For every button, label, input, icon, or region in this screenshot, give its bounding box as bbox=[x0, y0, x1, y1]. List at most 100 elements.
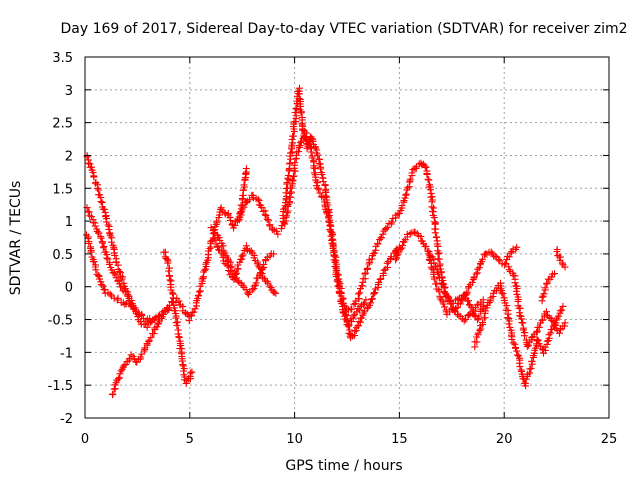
data-point bbox=[404, 184, 412, 192]
data-point bbox=[479, 296, 487, 304]
data-point bbox=[295, 95, 303, 103]
data-point bbox=[369, 295, 376, 303]
data-point bbox=[307, 148, 315, 156]
data-point bbox=[368, 255, 376, 263]
data-point bbox=[113, 296, 121, 304]
data-point bbox=[219, 253, 227, 261]
data-point bbox=[474, 265, 482, 273]
data-point bbox=[474, 316, 482, 324]
data-point bbox=[520, 332, 528, 340]
data-point bbox=[165, 267, 173, 275]
series-track-1 bbox=[83, 152, 158, 331]
data-point bbox=[511, 279, 519, 287]
data-point bbox=[266, 282, 274, 290]
data-point bbox=[505, 253, 513, 261]
data-point bbox=[334, 271, 342, 279]
data-point bbox=[239, 251, 247, 259]
data-point bbox=[292, 112, 300, 120]
data-point bbox=[440, 288, 448, 296]
data-point bbox=[89, 168, 97, 176]
y-tick-label: -1 bbox=[60, 346, 73, 361]
data-point bbox=[367, 299, 374, 307]
data-point bbox=[263, 215, 271, 223]
axis-ticks bbox=[84, 56, 610, 419]
x-tick-label: 10 bbox=[286, 432, 303, 447]
data-point bbox=[388, 218, 396, 226]
data-point bbox=[118, 283, 126, 291]
series-track-6 bbox=[155, 191, 282, 325]
data-point bbox=[295, 148, 303, 155]
data-point bbox=[315, 185, 323, 193]
data-point bbox=[456, 300, 464, 308]
data-point bbox=[90, 173, 98, 181]
data-point bbox=[513, 243, 521, 251]
data-point bbox=[463, 288, 471, 296]
data-point bbox=[289, 132, 297, 140]
data-point bbox=[348, 305, 356, 313]
data-point bbox=[288, 188, 295, 196]
data-point bbox=[498, 289, 506, 297]
data-point bbox=[85, 239, 93, 247]
data-point bbox=[511, 340, 519, 348]
data-point bbox=[435, 274, 443, 282]
chart-title: Day 169 of 2017, Sidereal Day-to-day VTE… bbox=[61, 21, 628, 37]
data-point bbox=[166, 276, 174, 284]
data-point bbox=[462, 315, 470, 323]
data-point bbox=[124, 291, 132, 299]
x-tick-label: 5 bbox=[186, 432, 194, 447]
data-point bbox=[109, 390, 117, 398]
series-track-8 bbox=[211, 235, 280, 297]
y-tick-labels: -2 -1.5 -1 -0.5 0 0.5 1 1.5 2 2.5 3 3.5 bbox=[48, 51, 73, 427]
data-point bbox=[262, 212, 270, 220]
data-point bbox=[535, 323, 543, 331]
data-point bbox=[334, 270, 341, 278]
data-point bbox=[421, 162, 429, 170]
data-point bbox=[93, 184, 101, 192]
data-point bbox=[377, 234, 385, 241]
data-point bbox=[528, 357, 536, 365]
data-point bbox=[175, 333, 183, 341]
data-point bbox=[548, 316, 556, 324]
data-point bbox=[268, 226, 276, 234]
x-tick-labels: 0 5 10 15 20 25 bbox=[81, 432, 617, 447]
data-point bbox=[350, 312, 358, 320]
data-point bbox=[382, 225, 390, 233]
data-point bbox=[92, 266, 100, 274]
data-point bbox=[138, 311, 146, 319]
data-point bbox=[501, 261, 509, 269]
data-point bbox=[281, 220, 289, 228]
data-point bbox=[318, 170, 326, 178]
series-track-18 bbox=[553, 246, 569, 271]
data-point bbox=[383, 224, 391, 231]
data-point bbox=[379, 230, 387, 238]
data-point bbox=[538, 293, 546, 301]
data-point bbox=[543, 279, 551, 287]
y-tick-label: 0.5 bbox=[52, 248, 73, 263]
data-point bbox=[371, 289, 379, 296]
y-tick-label: -2 bbox=[60, 412, 73, 427]
data-point bbox=[151, 315, 159, 323]
data-point bbox=[426, 256, 434, 264]
data-point bbox=[111, 251, 119, 259]
data-point bbox=[523, 343, 531, 350]
x-tick-label: 15 bbox=[391, 432, 408, 447]
data-point bbox=[379, 269, 387, 277]
series-track-14 bbox=[425, 243, 521, 318]
plot-frame bbox=[84, 56, 610, 419]
series-track-13 bbox=[392, 228, 487, 324]
data-point bbox=[185, 317, 193, 325]
data-point bbox=[471, 312, 479, 319]
data-point bbox=[497, 285, 505, 293]
data-point bbox=[445, 294, 453, 302]
data-point bbox=[108, 238, 115, 246]
data-point bbox=[375, 278, 383, 286]
data-point bbox=[431, 229, 439, 237]
data-point bbox=[432, 234, 440, 241]
data-point bbox=[230, 275, 238, 283]
data-point bbox=[516, 363, 524, 371]
data-point bbox=[527, 365, 535, 373]
series-track-7 bbox=[207, 224, 278, 298]
data-point bbox=[552, 321, 560, 329]
data-point bbox=[264, 216, 272, 224]
